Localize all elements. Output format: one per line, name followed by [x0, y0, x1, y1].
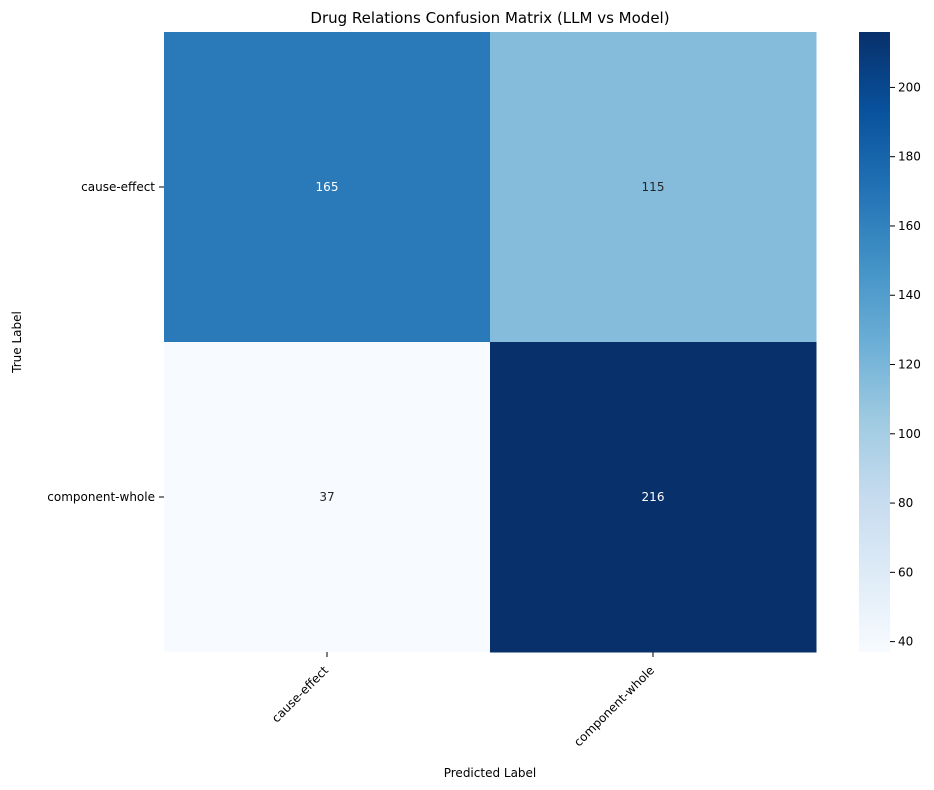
x-axis-label: Predicted Label: [444, 766, 537, 780]
heatmap-cell: [490, 32, 817, 343]
heatmap-cell: [164, 342, 491, 653]
y-tick-label: cause-effect: [81, 180, 155, 194]
colorbar-tick-label: 180: [898, 150, 921, 164]
heatmap-cell: [490, 342, 817, 653]
colorbar-gradient: [859, 32, 890, 652]
cell-value-label: 37: [319, 490, 334, 504]
colorbar-tick-label: 120: [898, 358, 921, 372]
colorbar-tick-label: 160: [898, 219, 921, 233]
heatmap-cells: [164, 32, 817, 653]
y-axis: cause-effect component-whole: [47, 180, 164, 504]
colorbar-tick-label: 140: [898, 288, 921, 302]
y-axis-label: True Label: [10, 311, 24, 374]
colorbar-tick-label: 80: [898, 496, 913, 510]
cell-value-label: 165: [316, 180, 339, 194]
x-axis: cause-effect component-whole: [269, 652, 657, 749]
cell-value-label: 216: [642, 490, 665, 504]
colorbar-tick-label: 100: [898, 427, 921, 441]
heatmap-cell-labels: 165 115 37 216: [316, 180, 665, 504]
x-tick-label: component-whole: [571, 663, 657, 749]
x-tick-label: cause-effect: [269, 663, 331, 725]
heatmap-cell: [164, 32, 491, 343]
colorbar-tick-label: 200: [898, 80, 921, 94]
colorbar-tick-label: 40: [898, 635, 913, 649]
colorbar-tick-label: 60: [898, 565, 913, 579]
cell-value-label: 115: [642, 180, 665, 194]
y-tick-label: component-whole: [47, 490, 155, 504]
chart-title: Drug Relations Confusion Matrix (LLM vs …: [310, 9, 669, 27]
colorbar: 40 60 80 100 120 140 160 180 200: [859, 32, 921, 652]
